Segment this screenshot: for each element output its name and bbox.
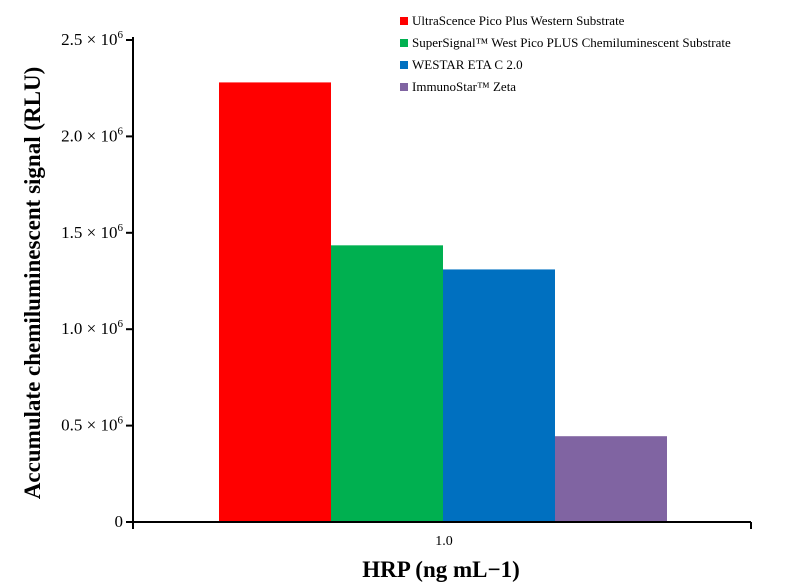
legend-swatch-1 [400, 17, 408, 25]
y-tick-label-3: 1.5 × 106 [61, 222, 123, 242]
bars-group [219, 82, 667, 522]
legend-swatch-4 [400, 83, 408, 91]
y-axis: 0 0.5 × 106 1.0 × 106 1.5 × 106 2.0 × 106 2.5… [61, 29, 134, 531]
legend: UltraScence Pico Plus Western Substrate S… [400, 13, 731, 94]
legend-label-4: ImmunoStar™ Zeta [412, 79, 516, 94]
bar-4 [555, 436, 667, 522]
y-tick-label-1: 0.5 × 106 [61, 415, 123, 435]
legend-label-3: WESTAR ETA C 2.0 [412, 57, 523, 72]
x-tick-label-0: 1.0 [435, 534, 453, 549]
bar-3 [443, 269, 555, 522]
bar-2 [331, 245, 443, 522]
y-tick-label-2: 1.0 × 106 [61, 318, 123, 338]
bar-1 [219, 82, 331, 522]
y-tick-label-4: 2.0 × 106 [61, 125, 123, 145]
y-axis-title: Accumulate chemiluminescent signal (RLU) [20, 67, 45, 500]
x-axis-title: HRP (ng mL−1) [362, 557, 520, 582]
x-axis: 1.0 [132, 521, 752, 549]
legend-label-2: SuperSignal™ West Pico PLUS Chemilumines… [412, 35, 731, 50]
y-tick-label-5: 2.5 × 106 [61, 29, 123, 49]
legend-swatch-3 [400, 61, 408, 69]
legend-swatch-2 [400, 39, 408, 47]
legend-label-1: UltraScence Pico Plus Western Substrate [412, 13, 625, 28]
y-tick-label-0: 0 [115, 512, 124, 531]
